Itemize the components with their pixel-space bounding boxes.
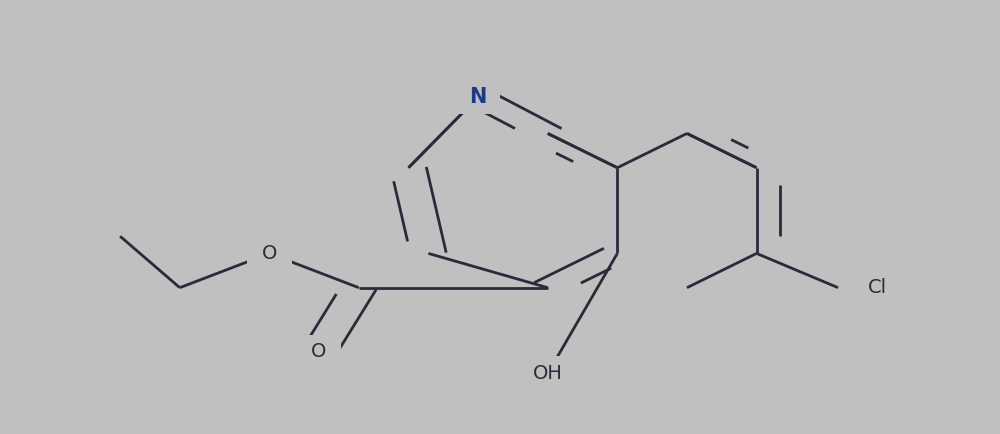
FancyBboxPatch shape bbox=[846, 270, 890, 305]
FancyBboxPatch shape bbox=[525, 356, 570, 391]
Text: OH: OH bbox=[533, 364, 563, 383]
FancyBboxPatch shape bbox=[247, 236, 292, 270]
Text: O: O bbox=[262, 244, 277, 263]
FancyBboxPatch shape bbox=[456, 80, 500, 114]
Text: Cl: Cl bbox=[868, 278, 887, 297]
Text: O: O bbox=[311, 342, 327, 362]
Text: N: N bbox=[469, 87, 487, 107]
FancyBboxPatch shape bbox=[297, 335, 341, 369]
